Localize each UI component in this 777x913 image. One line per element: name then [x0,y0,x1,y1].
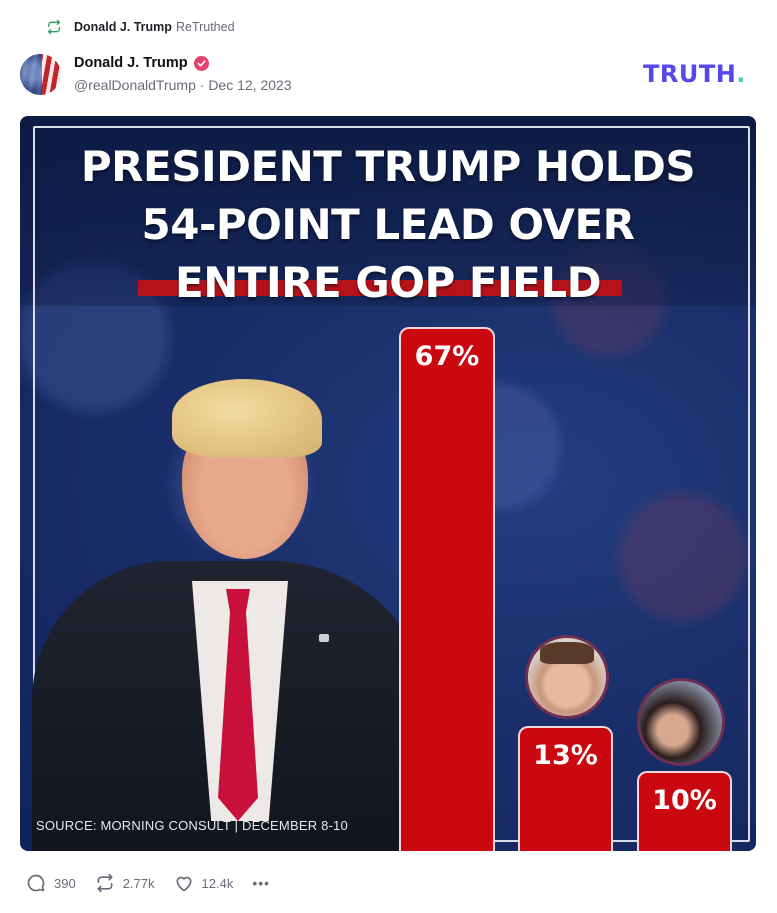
headline: PRESIDENT TRUMP HOLDS 54-POINT LEAD OVER… [20,138,756,312]
retruth-icon [48,19,60,35]
reply-count: 390 [54,875,76,891]
author-name[interactable]: Donald J. Trump [74,55,188,71]
retruth-action: ReTruthed [175,20,235,34]
headline-line-3: ENTIRE GOP FIELD [175,258,602,307]
source-caption: SOURCE: MORNING CONSULT | DECEMBER 8-10 [36,818,348,833]
header-shade [20,116,756,306]
trump-photo [32,379,432,851]
post-date[interactable]: Dec 12, 2023 [208,77,292,93]
post-author: Donald J. Trump @realDonaldTrump · Dec 1… [74,55,292,93]
author-handle[interactable]: @realDonaldTrump [74,77,196,93]
meta-separator: · [199,77,205,93]
logo-dot: . [736,60,746,88]
heart-icon [176,876,192,892]
retruth-count: 2.77k [122,875,155,891]
verified-badge-icon [193,55,209,71]
bar-trump: 67% [399,327,495,851]
reply-button[interactable]: 390 [26,873,76,893]
bar-haley: 10% [637,771,732,851]
bar-desantis: 13% [518,726,613,851]
like-button[interactable]: 12.4k [174,873,234,893]
post-image[interactable]: PRESIDENT TRUMP HOLDS 54-POINT LEAD OVER… [20,116,756,851]
flag-pin-icon [319,634,329,642]
retruth-banner: Donald J. Trump ReTruthed [46,19,235,35]
more-icon: ••• [252,875,271,891]
like-count: 12.4k [201,875,234,891]
headline-line-1: PRESIDENT TRUMP HOLDS [80,142,696,191]
logo-text: TRUTH [643,60,737,88]
avatar[interactable] [20,54,61,95]
retruth-icon [97,873,113,893]
retruth-author[interactable]: Donald J. Trump [74,20,172,34]
retruth-button[interactable]: 2.77k [95,873,155,893]
headline-underline [138,280,622,296]
desantis-photo [525,635,609,719]
truth-logo[interactable]: TRUTH. [643,60,746,88]
more-options-button[interactable]: ••• [252,875,270,891]
headline-line-2: 54-POINT LEAD OVER [141,200,635,249]
comment-icon [27,874,45,892]
haley-photo [637,678,725,766]
post-actions: 390 2.77k 12.4k ••• [26,873,289,893]
